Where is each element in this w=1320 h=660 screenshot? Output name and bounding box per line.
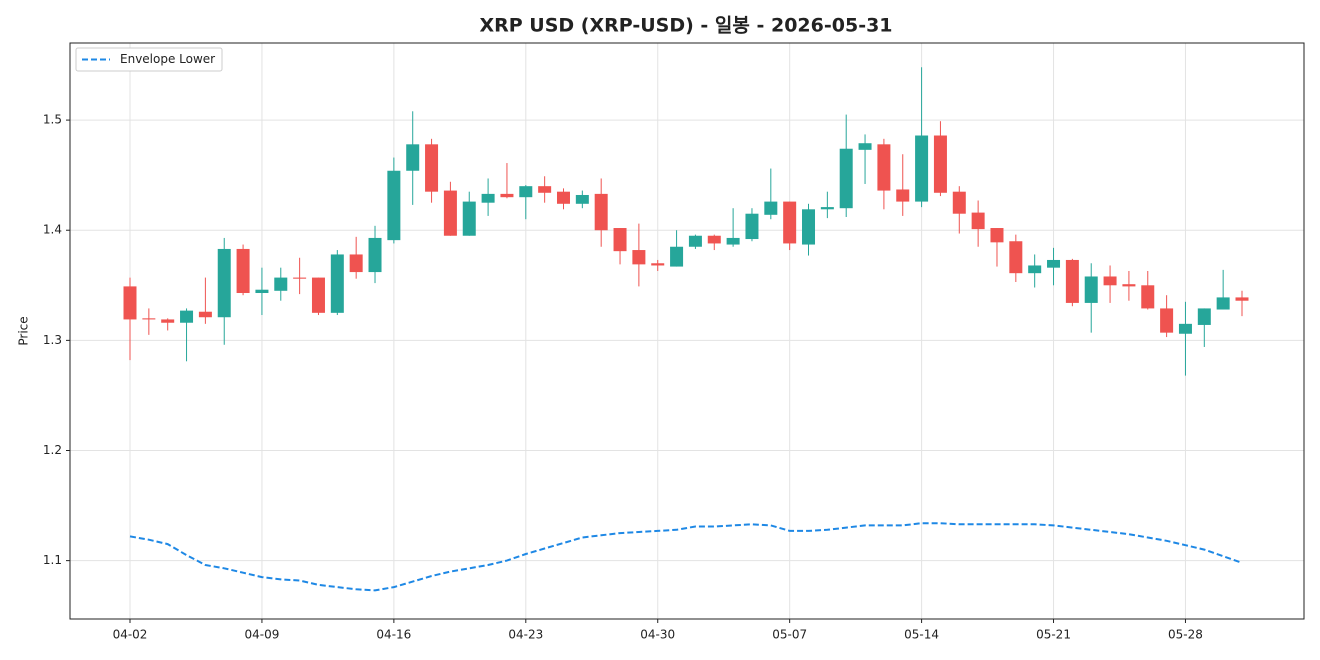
candle-body <box>311 277 325 313</box>
y-tick-label: 1.5 <box>43 113 62 127</box>
candle-body <box>180 310 194 323</box>
candle-body <box>161 319 175 323</box>
x-tick-label: 04-16 <box>376 628 411 642</box>
candle-body <box>406 144 420 171</box>
candle-body <box>556 191 570 204</box>
candle-body <box>1235 297 1249 301</box>
candle-body <box>500 193 514 198</box>
candle-body <box>651 263 665 266</box>
candle-body <box>632 250 646 265</box>
candle-body <box>255 289 269 294</box>
candle-body <box>274 277 288 291</box>
y-tick-label: 1.4 <box>43 223 62 237</box>
candle-body <box>142 318 156 320</box>
x-tick-label: 04-09 <box>244 628 279 642</box>
candle-body <box>575 194 589 204</box>
overlay-line <box>129 522 1243 592</box>
y-tick-label: 1.2 <box>43 443 62 457</box>
candle-body <box>349 254 363 273</box>
candle-body <box>613 228 627 252</box>
candle-body <box>594 193 608 231</box>
candle-body <box>1178 323 1192 334</box>
y-axis-label: Price <box>17 316 31 345</box>
candle-body <box>443 190 457 236</box>
candle-body <box>1122 284 1136 287</box>
candle-body <box>538 186 552 193</box>
candle-body <box>707 235 721 244</box>
candle-body <box>896 189 910 202</box>
x-tick-label: 05-21 <box>1036 628 1071 642</box>
candle-body <box>1141 285 1155 309</box>
candle-body <box>1103 276 1117 286</box>
candle-body <box>971 212 985 230</box>
y-tick-label: 1.3 <box>43 333 62 347</box>
x-tick-label: 04-30 <box>640 628 675 642</box>
candle-body <box>481 193 495 203</box>
candle-body <box>858 143 872 150</box>
candle-body <box>1160 308 1174 333</box>
candle-body <box>1084 276 1098 303</box>
y-tick-label: 1.1 <box>43 553 62 567</box>
x-tick-label: 04-23 <box>508 628 543 642</box>
chart-title: XRP USD (XRP-USD) - 일봉 - 2026-05-31 <box>479 15 892 37</box>
candle-body <box>820 207 834 210</box>
x-tick-label: 05-07 <box>772 628 807 642</box>
candle-body <box>688 235 702 247</box>
candle-body <box>783 201 797 244</box>
legend-box <box>75 47 223 72</box>
candle-body <box>387 170 401 241</box>
candle-body <box>462 201 476 236</box>
x-tick-label: 05-14 <box>904 628 939 642</box>
x-tick-label: 05-28 <box>1168 628 1203 642</box>
candle-body <box>745 213 759 240</box>
candle-body <box>1009 241 1023 274</box>
candle-body <box>990 228 1004 243</box>
candle-body <box>952 191 966 214</box>
candle-body <box>123 286 137 320</box>
candle-body <box>726 237 740 245</box>
candle-body <box>802 209 816 245</box>
candle-body <box>1197 308 1211 325</box>
legend-label: Envelope Lower <box>120 52 215 66</box>
candle-body <box>1216 297 1230 310</box>
candle-body <box>293 277 307 279</box>
candle-body <box>670 246 684 267</box>
candle-body <box>236 248 250 294</box>
candle-body <box>839 148 853 209</box>
candle-body <box>1047 259 1061 268</box>
candle-body <box>217 248 231 318</box>
candle-body <box>1065 259 1079 303</box>
candle-body <box>915 135 929 202</box>
candle-body <box>368 237 382 273</box>
candle-body <box>425 144 439 192</box>
plot-frame <box>69 42 1305 620</box>
candle-body <box>877 144 891 191</box>
candle-body <box>198 311 212 318</box>
candle-body <box>933 135 947 193</box>
candle-body <box>764 201 778 215</box>
candle-body <box>1028 265 1042 274</box>
candle-body <box>330 254 344 313</box>
x-tick-label: 04-02 <box>113 628 148 642</box>
candle-body <box>519 186 533 198</box>
